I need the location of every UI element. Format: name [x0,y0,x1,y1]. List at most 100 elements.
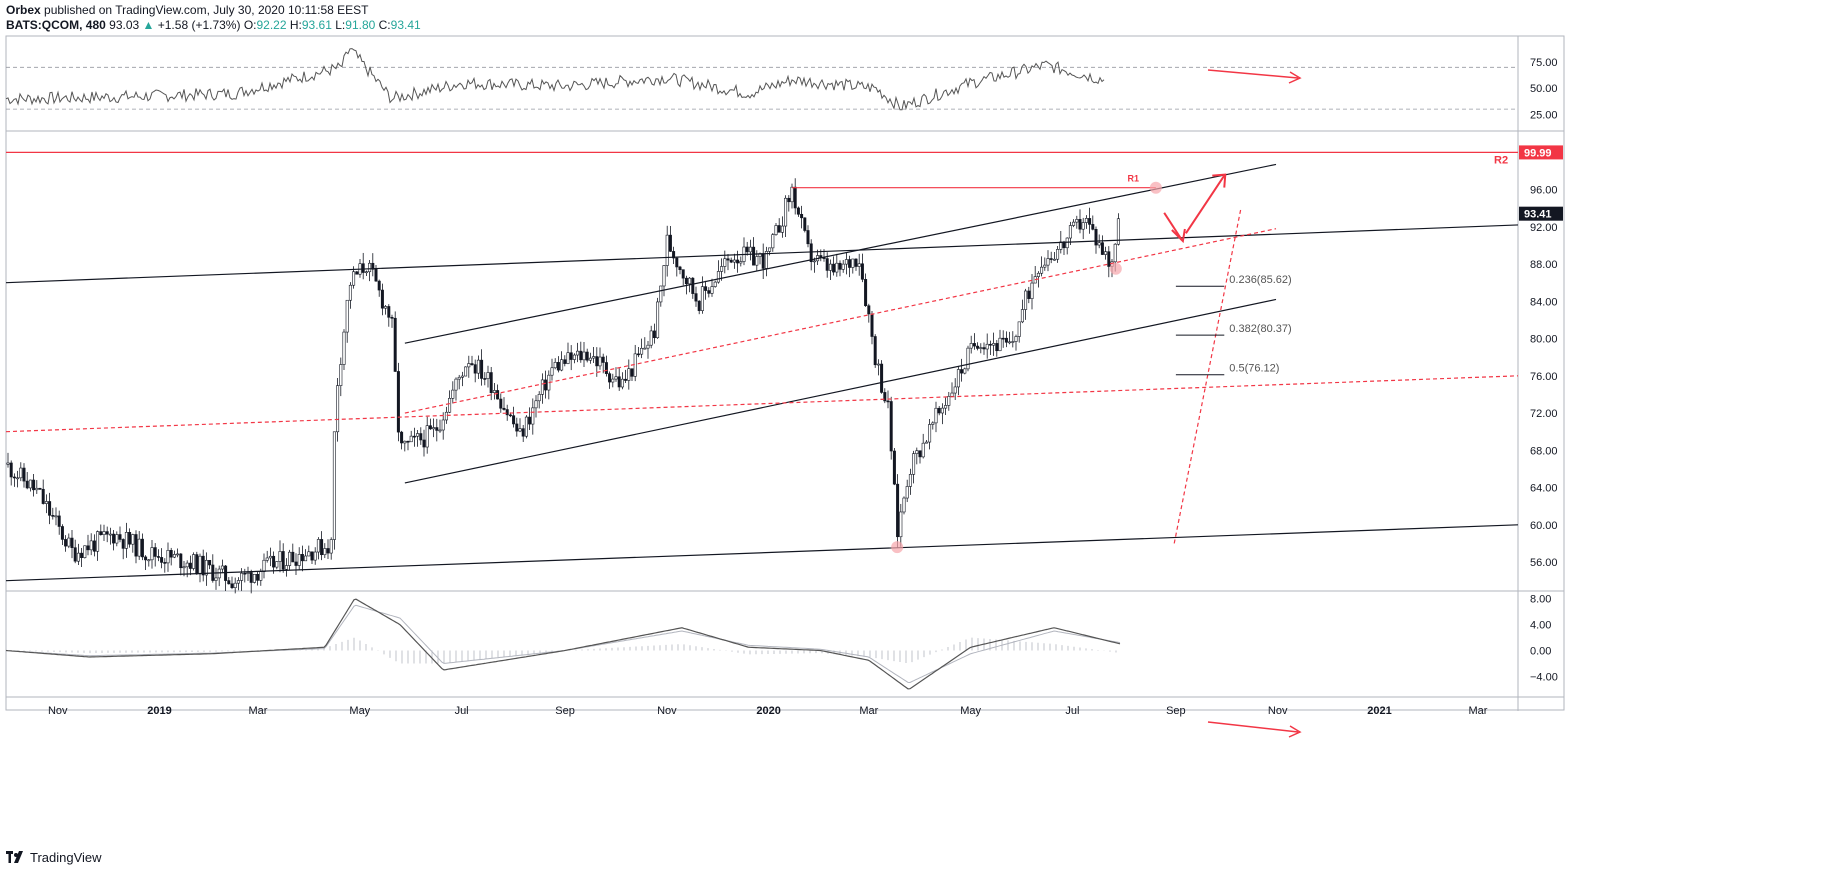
candle-body[interactable] [105,531,109,535]
candle-body[interactable] [720,266,724,272]
candle-body[interactable] [969,343,973,349]
candle-body[interactable] [656,301,660,339]
candle-body[interactable] [70,537,74,549]
candle-body[interactable] [611,378,615,383]
red-dashed-time-line[interactable] [1173,208,1242,544]
candle-body[interactable] [390,316,394,319]
candle-body[interactable] [950,392,954,397]
candle-body[interactable] [323,548,327,556]
candle-body[interactable] [240,572,244,581]
candle-body[interactable] [672,251,676,259]
candle-body[interactable] [96,531,100,552]
candle-body[interactable] [150,547,154,561]
candle-body[interactable] [131,534,135,545]
candle-body[interactable] [979,347,983,349]
candle-body[interactable] [851,258,855,268]
candle-body[interactable] [892,450,896,485]
candle-body[interactable] [867,305,871,315]
macd-panel[interactable] [5,598,1302,738]
candle-body[interactable] [790,186,794,203]
red-dashed-channel-midline[interactable] [404,228,1277,414]
candle-body[interactable] [438,429,442,432]
candle-body[interactable] [809,243,813,263]
candle-body[interactable] [854,258,858,267]
candle-body[interactable] [198,555,202,575]
candle-body[interactable] [627,368,631,381]
candle-body[interactable] [1100,242,1104,255]
candle-body[interactable] [185,562,189,568]
candle-body[interactable] [944,405,948,409]
candle-body[interactable] [425,425,429,448]
candle-body[interactable] [905,486,909,499]
candle-body[interactable] [204,559,208,576]
candle-body[interactable] [217,568,221,579]
rsi-panel[interactable] [5,48,1518,111]
candle-body[interactable] [707,290,711,294]
candle-body[interactable] [604,362,608,374]
candle-body[interactable] [512,415,516,425]
candle-body[interactable] [467,363,471,368]
candle-body[interactable] [617,376,621,388]
candle-body[interactable] [880,363,884,393]
candle-body[interactable] [1084,218,1088,223]
candle-body[interactable] [761,253,765,269]
candle-body[interactable] [774,225,778,235]
candle-body[interactable] [153,547,157,557]
candle-body[interactable] [755,256,759,266]
candle-body[interactable] [275,561,279,568]
candle-body[interactable] [534,400,538,409]
candle-body[interactable] [336,385,340,433]
candle-body[interactable] [675,257,679,268]
candle-body[interactable] [579,350,583,361]
candle-body[interactable] [1056,249,1060,260]
candle-body[interactable] [732,259,736,263]
candle-body[interactable] [1004,337,1008,343]
candle-body[interactable] [284,565,288,570]
candle-body[interactable] [73,547,77,562]
candle-body[interactable] [963,368,967,374]
candle-body[interactable] [396,371,400,433]
candle-body[interactable] [128,532,132,545]
candle-body[interactable] [496,390,500,400]
candle-body[interactable] [464,366,468,377]
candle-body[interactable] [787,197,791,203]
candle-body[interactable] [460,375,464,378]
candle-body[interactable] [886,400,890,403]
candle-body[interactable] [57,515,61,527]
rising-channel-upper-trendline[interactable] [404,163,1277,344]
candle-body[interactable] [537,394,541,402]
candle-body[interactable] [313,551,317,561]
candle-body[interactable] [636,353,640,356]
candle-body[interactable] [739,261,743,264]
candle-body[interactable] [201,555,205,576]
candle-body[interactable] [694,293,698,302]
candle-body[interactable] [652,330,656,339]
candle-body[interactable] [406,440,410,443]
candle-body[interactable] [364,271,368,274]
candle-body[interactable] [800,213,804,219]
candle-body[interactable] [640,347,644,355]
candle-body[interactable] [294,561,298,566]
candle-body[interactable] [1049,258,1053,260]
candle-body[interactable] [432,427,436,430]
publisher-name[interactable]: Orbex [6,3,41,17]
candle-body[interactable] [35,487,39,491]
candle-body[interactable] [982,347,986,350]
candle-body[interactable] [304,555,308,562]
candle-body[interactable] [188,562,192,569]
candle-body[interactable] [563,359,567,364]
candle-body[interactable] [1097,242,1101,246]
candle-body[interactable] [297,554,301,566]
candle-body[interactable] [80,552,84,558]
candle-body[interactable] [864,279,868,307]
candle-body[interactable] [89,540,93,551]
candle-body[interactable] [502,407,506,410]
candle-body[interactable] [876,363,880,366]
candle-body[interactable] [233,582,237,589]
candle-body[interactable] [908,474,912,487]
candle-body[interactable] [60,526,64,540]
candle-body[interactable] [38,487,42,490]
candle-body[interactable] [192,554,196,569]
candle-body[interactable] [352,271,356,286]
candle-body[interactable] [700,286,704,311]
